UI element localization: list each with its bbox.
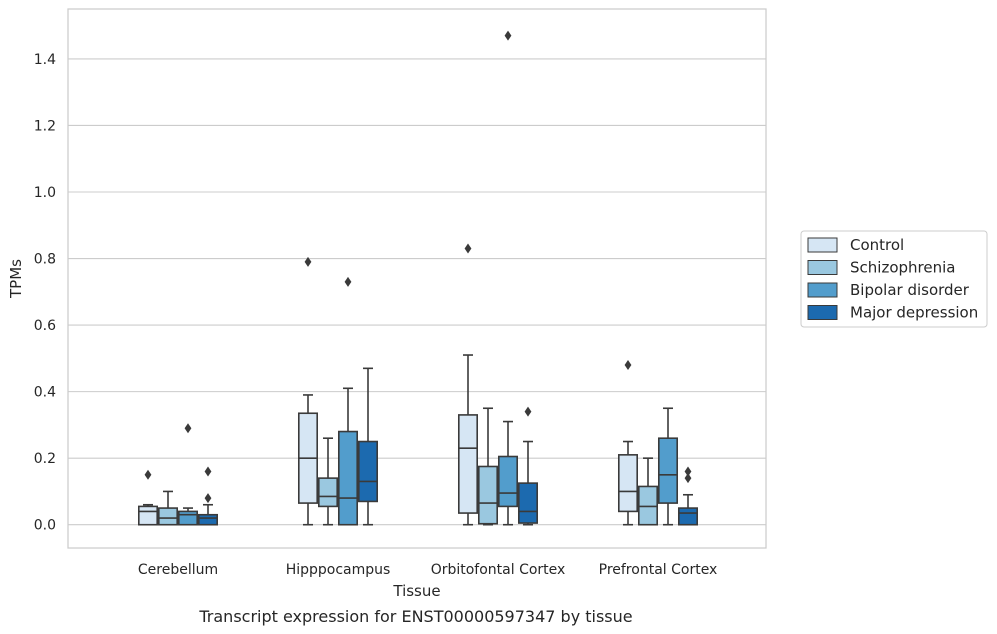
box-control bbox=[297, 256, 318, 526]
box-schizophrenia bbox=[158, 490, 179, 526]
outlier-point bbox=[684, 466, 692, 477]
box-body bbox=[497, 455, 518, 508]
box-major-depression bbox=[357, 367, 378, 526]
outlier-point bbox=[344, 276, 352, 287]
legend-swatch bbox=[807, 260, 838, 275]
y-tick-labels: 0.0 0.2 0.4 0.6 0.8 1.0 1.2 1.4 bbox=[34, 52, 56, 534]
box-schizophrenia bbox=[317, 437, 338, 526]
legend-swatch bbox=[807, 282, 838, 298]
outlier-point bbox=[524, 406, 532, 417]
box-body bbox=[637, 485, 658, 526]
box-body bbox=[517, 482, 538, 524]
x-tick-label: Prefrontal Cortex bbox=[599, 562, 718, 578]
plot-frame bbox=[67, 8, 767, 549]
box-control bbox=[617, 360, 638, 526]
grid-lines bbox=[68, 58, 766, 526]
box-major-depression bbox=[677, 466, 698, 526]
x-tick-labels: Cerebellum Hipppocampus Orbitofontal Corte… bbox=[138, 562, 717, 578]
box-major-depression bbox=[517, 406, 538, 526]
x-axis-label: Tissue bbox=[392, 582, 440, 600]
box-major-depression bbox=[198, 466, 219, 526]
box-schizophrenia bbox=[637, 457, 658, 526]
box-bipolar-disorder bbox=[497, 30, 518, 526]
box-plot-area bbox=[138, 30, 698, 526]
outlier-point bbox=[204, 493, 212, 504]
box-control bbox=[138, 469, 159, 526]
y-tick-label: 0.6 bbox=[34, 318, 56, 334]
outlier-point bbox=[624, 360, 632, 371]
box-body bbox=[677, 507, 698, 526]
legend: Control Schizophrenia Bipolar disorder Majo… bbox=[800, 230, 988, 328]
legend-swatch bbox=[807, 305, 838, 320]
legend-frame bbox=[800, 230, 988, 328]
legend-label: Bipolar disorder bbox=[850, 281, 970, 299]
box-body bbox=[477, 465, 498, 525]
y-tick-label: 0.0 bbox=[34, 518, 56, 534]
outlier-point bbox=[144, 469, 152, 480]
box-bipolar-disorder bbox=[337, 276, 358, 526]
legend-label: Control bbox=[850, 236, 904, 254]
box-bipolar-disorder bbox=[178, 423, 199, 526]
box-body bbox=[657, 437, 678, 504]
box-body bbox=[138, 505, 159, 526]
figure-caption: Transcript expression for ENST0000059734… bbox=[198, 607, 632, 626]
legend-swatch bbox=[807, 237, 838, 253]
outlier-point bbox=[304, 256, 312, 267]
y-axis-label: TPMs bbox=[7, 259, 25, 299]
legend-label: Major depression bbox=[850, 304, 978, 322]
box-bipolar-disorder bbox=[657, 407, 678, 526]
outlier-point bbox=[464, 243, 472, 254]
box-schizophrenia bbox=[477, 407, 498, 526]
box-control bbox=[457, 243, 478, 526]
y-tick-label: 1.0 bbox=[34, 185, 56, 201]
outlier-point bbox=[204, 466, 212, 477]
y-tick-label: 1.2 bbox=[34, 118, 56, 134]
box-body bbox=[337, 430, 358, 526]
box-body bbox=[178, 510, 199, 526]
box-body bbox=[457, 414, 478, 514]
outlier-point bbox=[684, 473, 692, 484]
y-tick-label: 0.2 bbox=[34, 451, 56, 467]
outlier-point bbox=[504, 30, 512, 41]
box-body bbox=[158, 507, 179, 526]
y-tick-label: 1.4 bbox=[34, 52, 56, 68]
box-body bbox=[317, 477, 338, 508]
x-tick-label: Hipppocampus bbox=[286, 562, 391, 578]
box-body bbox=[198, 513, 219, 526]
y-tick-label: 0.4 bbox=[34, 385, 56, 401]
outlier-point bbox=[184, 423, 192, 434]
legend-label: Schizophrenia bbox=[850, 259, 955, 277]
y-tick-label: 0.8 bbox=[34, 252, 56, 268]
box-body bbox=[357, 440, 378, 503]
x-tick-label: Orbitofontal Cortex bbox=[431, 562, 566, 578]
x-tick-label: Cerebellum bbox=[138, 562, 218, 578]
box-body bbox=[617, 454, 638, 513]
